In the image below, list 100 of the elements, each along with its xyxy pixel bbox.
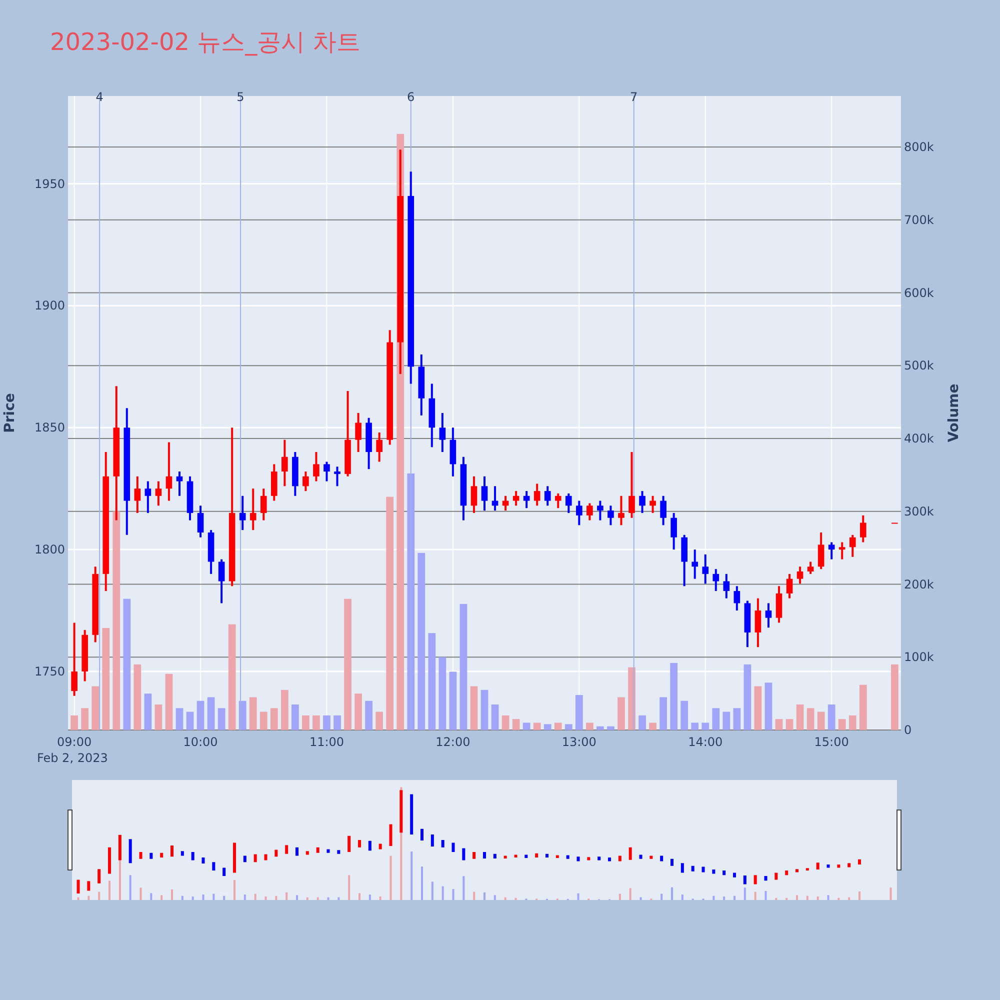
bar (522, 722, 530, 730)
y2-tick-label: 100k (904, 650, 934, 664)
bar (806, 708, 814, 730)
bar (302, 715, 310, 730)
bar (722, 712, 730, 730)
bar (660, 697, 667, 730)
bar (754, 686, 762, 730)
bar (512, 719, 520, 730)
bar (544, 724, 552, 730)
bar (775, 719, 783, 730)
x-tick-label: 14:00 (688, 735, 723, 749)
bar (575, 695, 583, 730)
bar (480, 690, 488, 730)
bar (218, 708, 226, 730)
y-tick-label: 1800 (34, 542, 65, 557)
bar (323, 715, 330, 730)
bar (680, 700, 688, 730)
bar (165, 674, 173, 730)
bar (891, 664, 898, 730)
bar (607, 726, 614, 730)
x-tick-label: 09:00 (57, 735, 92, 749)
bar (449, 672, 457, 730)
bar (344, 598, 352, 730)
bar (280, 690, 288, 730)
bar (691, 722, 699, 730)
bar (533, 722, 541, 730)
x-tick-label: 11:00 (309, 735, 344, 749)
bar (376, 712, 384, 730)
bar (848, 715, 856, 730)
bar (354, 694, 362, 730)
bar (859, 684, 867, 730)
bar (796, 704, 804, 730)
bar (92, 686, 100, 730)
bar (564, 724, 572, 730)
bar (112, 511, 120, 730)
bar (491, 704, 499, 730)
x-tick-label: 15:00 (814, 735, 849, 749)
bar (196, 700, 204, 730)
bar (460, 604, 468, 730)
y2-tick-label: 800k (904, 140, 934, 154)
bar (418, 552, 426, 730)
bar (702, 722, 710, 730)
ref-line-label: 4 (96, 90, 104, 104)
bar (270, 708, 278, 730)
bar (470, 686, 478, 730)
bar (70, 715, 78, 730)
y-tick-label: 1850 (34, 420, 65, 435)
bar (228, 624, 236, 730)
bar (838, 719, 846, 730)
bar (786, 719, 794, 730)
bar (260, 712, 268, 730)
bar (249, 697, 257, 730)
bar (670, 662, 678, 730)
y2-tick-label: 200k (904, 577, 934, 592)
text: Feb 2, 2023 (37, 751, 108, 765)
bar (744, 664, 752, 730)
bar (207, 697, 215, 730)
bar (81, 708, 89, 730)
bar (144, 694, 152, 730)
bar (733, 708, 741, 730)
bar (428, 633, 436, 730)
bar (828, 704, 836, 730)
bar (292, 704, 299, 730)
y2-axis-title: Volume (946, 384, 962, 442)
bar (586, 722, 594, 730)
bar (596, 726, 604, 730)
y2-tick-label: 700k (904, 212, 934, 227)
bar (554, 722, 562, 730)
bar (764, 682, 772, 730)
bar (618, 697, 625, 730)
bar (817, 712, 825, 730)
y-tick-label: 1900 (34, 298, 65, 313)
y2-tick-label: 600k (904, 286, 934, 300)
y2-tick-label: 400k (904, 432, 934, 446)
bar (649, 722, 656, 730)
y2-tick-label: 300k (904, 504, 934, 518)
y2-tick-label: 500k (904, 358, 934, 373)
chart-title: 2023-02-02 뉴스_공시 차트 (50, 28, 361, 56)
bar (134, 664, 142, 730)
y-axis-title: Price (2, 393, 18, 433)
bar (186, 712, 194, 730)
ref-line-label: 5 (236, 90, 244, 104)
y2-tick-label: 0 (904, 723, 912, 737)
bar (712, 708, 720, 730)
x-tick-label: 10:00 (183, 735, 218, 749)
bar (334, 715, 341, 730)
bar (365, 700, 372, 730)
bar (502, 715, 510, 730)
bar (438, 657, 446, 730)
bar (312, 715, 320, 730)
bar (176, 708, 184, 730)
x-tick-label: 13:00 (562, 735, 596, 749)
ref-line-label: 6 (407, 90, 415, 104)
bar (638, 715, 646, 730)
bar (154, 704, 162, 730)
bar (123, 598, 131, 730)
bar (102, 628, 110, 730)
ref-line-label: 7 (630, 90, 638, 104)
x-tick-label: 12:00 (436, 735, 470, 749)
y-tick-label: 1950 (34, 176, 65, 191)
